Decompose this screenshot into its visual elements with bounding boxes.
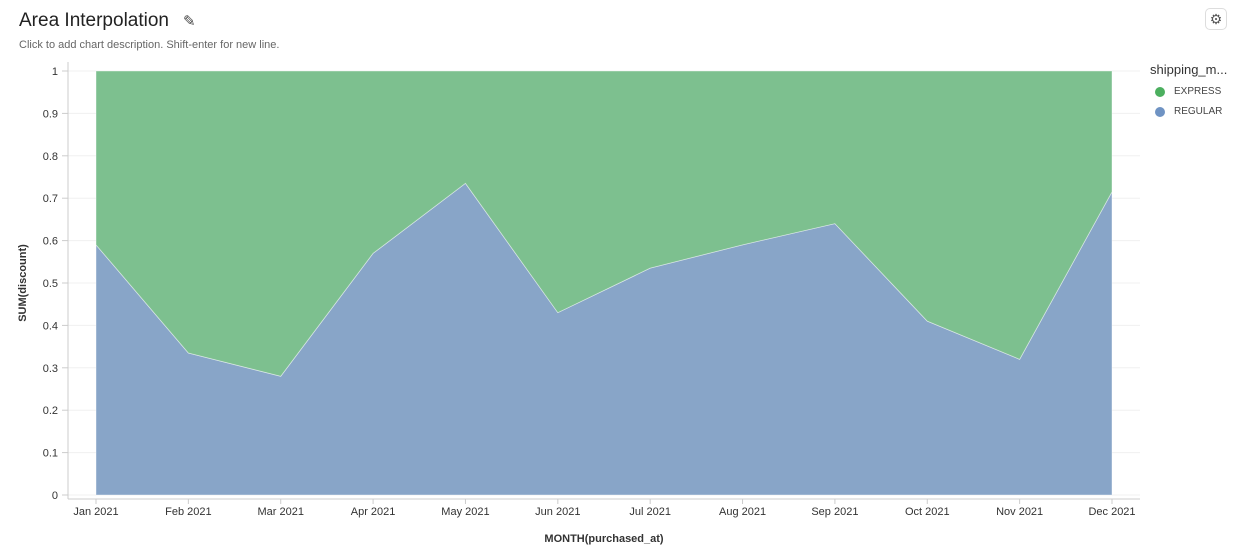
y-tick-label: 0.3 — [43, 363, 58, 375]
legend-item-regular[interactable]: REGULAR — [1155, 106, 1227, 117]
x-tick-label: Aug 2021 — [719, 506, 766, 518]
x-tick-label: Jan 2021 — [73, 506, 118, 518]
pencil-icon[interactable]: ✎ — [183, 13, 196, 30]
x-tick-label: Jun 2021 — [535, 506, 580, 518]
x-tick-label: May 2021 — [441, 506, 489, 518]
y-tick-label: 0.1 — [43, 448, 58, 460]
x-tick-label: Mar 2021 — [257, 506, 303, 518]
legend-label: REGULAR — [1174, 106, 1223, 117]
x-tick-label: Jul 2021 — [629, 506, 671, 518]
gear-icon[interactable]: ⚙ — [1205, 8, 1227, 30]
area-express — [95, 70, 1113, 377]
x-tick-label: Feb 2021 — [165, 506, 211, 518]
y-tick-label: 1 — [52, 66, 58, 78]
y-tick-label: 0 — [52, 490, 58, 502]
chart-description[interactable]: Click to add chart description. Shift-en… — [19, 39, 280, 51]
y-tick-label: 0.8 — [43, 151, 58, 163]
legend-label: EXPRESS — [1174, 86, 1222, 97]
y-tick-label: 0.4 — [43, 320, 58, 332]
x-tick-label: Dec 2021 — [1088, 506, 1135, 518]
legend-item-express[interactable]: EXPRESS — [1155, 86, 1227, 97]
x-tick-label: Sep 2021 — [811, 506, 858, 518]
x-axis-label: MONTH(purchased_at) — [544, 533, 664, 545]
y-axis-label: SUM(discount) — [17, 244, 29, 322]
x-tick-label: Oct 2021 — [905, 506, 950, 518]
legend-title: shipping_m... — [1150, 62, 1228, 77]
chart-title[interactable]: Area Interpolation — [19, 10, 169, 31]
y-tick-label: 0.7 — [43, 193, 58, 205]
legend-dot — [1155, 86, 1165, 97]
x-tick-label: Apr 2021 — [351, 506, 396, 518]
x-tick-label: Nov 2021 — [996, 506, 1043, 518]
legend: shipping_m... EXPRESS REGULAR — [1150, 62, 1227, 117]
y-tick-label: 0.9 — [43, 108, 58, 120]
y-tick-label: 0.2 — [43, 405, 58, 417]
y-tick-label: 0.5 — [43, 278, 58, 290]
legend-dot — [1155, 106, 1165, 117]
y-tick-label: 0.6 — [43, 236, 58, 248]
